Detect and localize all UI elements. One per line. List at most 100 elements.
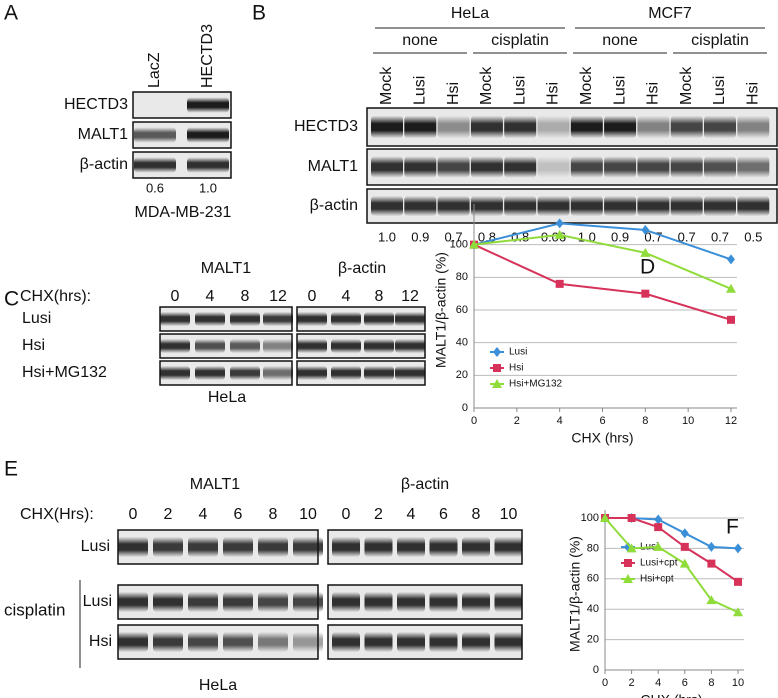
blot-band: [637, 115, 670, 139]
blot-band: [188, 536, 218, 558]
blot-band: [332, 591, 360, 613]
y-tick-label: 80: [456, 271, 468, 283]
row-label: HECTD3: [294, 118, 358, 135]
panel-label: C: [4, 288, 19, 311]
blot-band: [153, 536, 183, 558]
y-tick-label: 0: [462, 402, 468, 414]
blot-band: [134, 157, 176, 173]
legend-label: Hsi+MG132: [509, 379, 563, 390]
time-tick: 10: [299, 506, 317, 523]
blot-band: [604, 195, 637, 217]
blot-band: [364, 338, 394, 354]
blot-band: [160, 311, 190, 327]
quant-label: 0.7: [644, 229, 662, 244]
row-label: MALT1: [78, 126, 128, 143]
blot-band: [263, 365, 293, 381]
y-tick-label: 60: [587, 573, 599, 585]
blot-band: [395, 365, 425, 381]
lane-label: Mock: [678, 66, 695, 105]
blot-band: [258, 591, 288, 613]
blot-band: [258, 631, 288, 653]
x-tick-label: 0: [471, 415, 477, 427]
time-tick: 8: [269, 506, 278, 523]
blot-band: [737, 115, 770, 139]
blot-band: [230, 338, 260, 354]
legend-marker: [623, 574, 633, 583]
blot-band: [364, 365, 394, 381]
time-label: CHX(hrs):: [20, 288, 91, 305]
row-label: Hsi: [89, 633, 112, 650]
row-label: Hsi+MG132: [22, 364, 107, 381]
blot-band: [537, 195, 570, 217]
blot-band: [537, 115, 570, 139]
data-point: [640, 247, 651, 257]
data-point: [707, 559, 716, 568]
quant-label: 0.9: [611, 229, 629, 244]
time-tick: 12: [269, 288, 287, 305]
blot-band: [195, 365, 225, 381]
blot-band: [331, 365, 361, 381]
blot-band: [397, 631, 425, 653]
quant-label: 1.0: [378, 229, 396, 244]
time-tick: 4: [199, 506, 208, 523]
treatment: none: [602, 32, 638, 49]
time-tick: 6: [439, 506, 448, 523]
blot-band: [397, 536, 425, 558]
time-tick: 12: [401, 288, 419, 305]
time-tick: 8: [375, 288, 384, 305]
blot-band: [223, 591, 253, 613]
blot-band: [371, 115, 403, 139]
row-label: Lusi: [22, 310, 51, 327]
blot-band: [429, 591, 458, 613]
blot-band: [462, 631, 490, 653]
blot-band: [604, 156, 637, 178]
blot-band: [153, 591, 183, 613]
blot-band: [258, 536, 288, 558]
blot-band: [397, 591, 425, 613]
blot-band: [670, 115, 703, 139]
lane-label: Hsi: [745, 82, 762, 105]
blot-band: [404, 156, 437, 178]
data-point: [626, 543, 637, 553]
quant-label: 1.0: [199, 180, 217, 195]
blot-band: [429, 631, 458, 653]
blot-band: [670, 156, 703, 178]
time-tick: 8: [472, 506, 481, 523]
time-tick: 0: [171, 288, 180, 305]
lane-label: Lusi: [611, 76, 628, 105]
blot-band: [570, 156, 603, 178]
row-label: Lusi: [81, 538, 110, 555]
blot-band: [504, 115, 537, 139]
y-tick-label: 20: [587, 634, 599, 646]
panel-label: A: [4, 2, 18, 25]
cell-line: MCF7: [648, 5, 692, 22]
data-point: [706, 595, 717, 605]
data-point: [680, 542, 689, 551]
blot-band: [223, 536, 253, 558]
data-point: [733, 607, 743, 617]
blot-band: [637, 195, 670, 217]
data-line: [604, 517, 739, 614]
blot-band: [737, 156, 770, 178]
x-axis-title: CHX (hrs): [571, 430, 633, 446]
x-tick-label: 2: [514, 415, 520, 427]
data-point: [727, 254, 735, 265]
blot-band: [332, 536, 360, 558]
y-tick-label: 60: [456, 304, 468, 316]
blot-band: [494, 536, 523, 558]
time-tick: 4: [342, 288, 351, 305]
blot-band: [371, 156, 403, 178]
panel-label: D: [640, 256, 655, 279]
data-line: [605, 517, 739, 550]
quant-label: 0.7: [711, 229, 729, 244]
time-tick: 4: [407, 506, 416, 523]
quant-label: 0.6: [146, 180, 164, 195]
panel-label: F: [726, 516, 739, 539]
data-point: [707, 541, 716, 552]
x-tick-label: 4: [655, 677, 661, 689]
row-label: Lusi: [83, 593, 112, 610]
blot-band: [293, 591, 323, 613]
quant-label: 0.7: [445, 229, 463, 244]
treatment: cisplatin: [691, 32, 749, 49]
